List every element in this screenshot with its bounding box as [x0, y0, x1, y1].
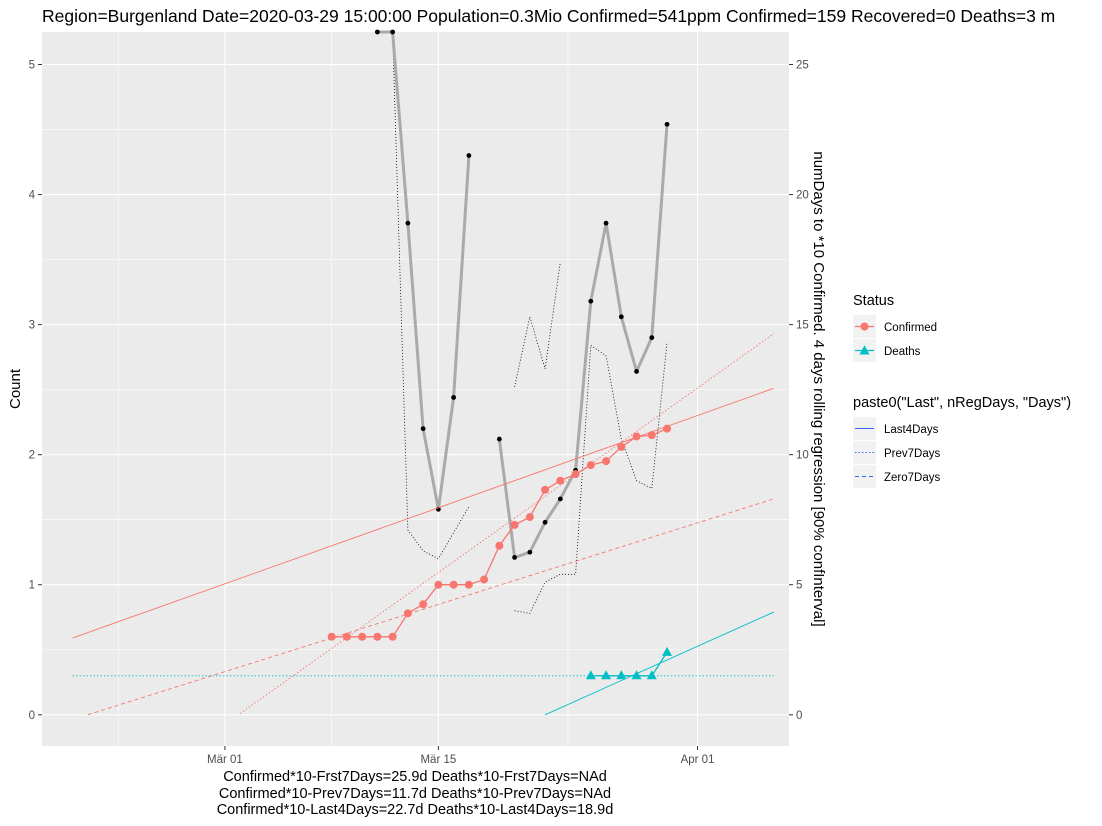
deaths-point	[616, 670, 627, 680]
y-tick-label: 2	[29, 450, 35, 462]
legend-zero7days-label: Zero7Days	[884, 472, 940, 484]
legend-key-prev7days	[853, 441, 876, 464]
regression-confirmed-last4days	[72, 387, 774, 639]
deaths-point	[601, 670, 612, 680]
caption-line-2: Confirmed*10-Prev7Days=11.7d Deaths*10-P…	[219, 786, 611, 802]
y2-tick-label: 20	[796, 190, 809, 202]
confirmed-point	[480, 575, 489, 584]
count-series	[327, 424, 673, 680]
numdays-point	[618, 314, 624, 320]
confirmed-point	[327, 632, 336, 641]
confirmed-point	[510, 520, 519, 529]
y-tick-label: 1	[29, 580, 35, 592]
confirmed-point	[464, 580, 473, 589]
regression-confirmed-zero7days	[87, 498, 774, 716]
legend-status-title: Status	[853, 293, 894, 309]
confirmed-point	[556, 476, 565, 485]
x-tick-label: Mär 01	[207, 754, 243, 766]
confirmed-point	[571, 470, 580, 479]
numdays-point	[634, 369, 639, 374]
y2-tick-label: 0	[796, 710, 802, 722]
confirmed-point	[403, 609, 412, 618]
numdays-point	[557, 496, 563, 502]
ci-line	[514, 342, 668, 614]
legend-confirmed-label: Confirmed	[884, 322, 937, 334]
numdays-point	[649, 335, 655, 341]
ci-line	[392, 31, 470, 560]
confirmed-point	[495, 541, 504, 550]
confirmed-point	[541, 485, 550, 494]
numdays-point	[374, 29, 380, 35]
caption-line-1: Confirmed*10-Frst7Days=25.9d Deaths*10-F…	[223, 769, 607, 785]
numdays-point	[542, 519, 548, 525]
regression-confirmed-prev7days	[239, 333, 775, 714]
numdays-point	[496, 436, 502, 442]
numdays-point	[405, 220, 411, 226]
numdays-point	[603, 220, 609, 226]
chart-title: Region=Burgenland Date=2020-03-29 15:00:…	[42, 6, 1055, 26]
y2-tick-label: 5	[796, 580, 802, 592]
legend-last4days-label: Last4Days	[884, 424, 939, 436]
confirmed-point	[663, 424, 672, 433]
y2-tick-label: 25	[796, 60, 809, 72]
confirmed-point	[434, 580, 443, 589]
confirmed-point	[525, 513, 534, 522]
numdays-point	[466, 153, 472, 158]
numdays-point	[664, 121, 670, 127]
x-tick-label: Apr 01	[681, 754, 715, 766]
confirmed-point	[373, 632, 382, 641]
numdays-point	[390, 29, 396, 35]
confirmed-point	[342, 632, 351, 641]
legend-status: Status Confirmed Deaths	[853, 293, 937, 362]
y-axis-left: 0 1 2 3 4 5	[29, 60, 42, 722]
legend-deaths-marker	[859, 345, 870, 355]
numdays-point	[588, 298, 594, 304]
legend-regression-title: paste0("Last", nRegDays, "Days")	[853, 395, 1071, 411]
legend-confirmed-marker	[860, 322, 869, 331]
x-axis: Mär 01 Mär 15 Apr 01	[207, 746, 714, 766]
grid-minor	[42, 32, 789, 746]
deaths-point	[631, 670, 642, 680]
deaths-point	[646, 670, 657, 680]
y-axis-right: 0 5 10 15 20 25	[789, 60, 809, 722]
y2-tick-label: 15	[796, 320, 809, 332]
confirmed-point	[617, 442, 626, 451]
numdays-point	[420, 426, 426, 432]
plot-panel	[42, 32, 789, 746]
legend-prev7days-label: Prev7Days	[884, 448, 940, 460]
numdays-point	[512, 555, 517, 560]
confirmed-point	[647, 431, 656, 440]
confirmed-point	[602, 457, 611, 466]
y-tick-label: 3	[29, 320, 35, 332]
numdays-series	[374, 29, 670, 560]
y-axis-label: Count	[7, 368, 24, 409]
numdays-point	[451, 395, 457, 400]
y-tick-label: 5	[29, 60, 35, 72]
y2-tick-label: 10	[796, 450, 809, 462]
deaths-point	[585, 670, 596, 680]
confirmed-point	[586, 461, 595, 470]
y2-axis-label: numDays to *10 Confirmed. 4 days rolling…	[810, 151, 827, 626]
confirmed-point	[358, 632, 367, 641]
x-tick-label: Mär 15	[420, 754, 456, 766]
y-tick-label: 0	[29, 710, 35, 722]
legend-regression: paste0("Last", nRegDays, "Days") Last4Da…	[853, 395, 1071, 488]
numdays-point	[527, 549, 533, 555]
confirmed-point	[449, 580, 458, 589]
deaths-point	[662, 646, 673, 656]
caption-line-3: Confirmed*10-Last4Days=22.7d Deaths*10-L…	[217, 802, 614, 818]
confidence-interval-lines	[392, 31, 668, 614]
y-tick-label: 4	[29, 190, 36, 202]
legend-deaths-label: Deaths	[884, 346, 921, 358]
confirmed-point	[419, 600, 428, 609]
confirmed-point	[388, 632, 397, 641]
numdays-line	[497, 124, 669, 559]
grid-major	[42, 32, 789, 746]
confirmed-point	[632, 432, 641, 441]
